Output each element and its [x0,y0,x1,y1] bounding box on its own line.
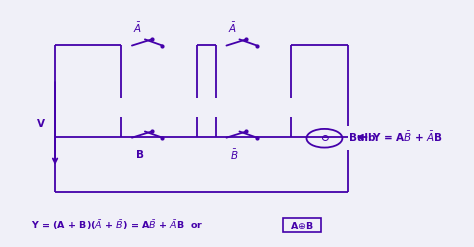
Text: $\boldsymbol{\ominus}$: $\boldsymbol{\ominus}$ [319,133,329,143]
Text: Bulb: Bulb [349,133,376,143]
Text: A$\oplus$B: A$\oplus$B [290,220,314,231]
Text: Y = (A + B)($\bar{A}$ + $\bar{B}$) = A$\bar{B}$ + $\bar{A}$B  or: Y = (A + B)($\bar{A}$ + $\bar{B}$) = A$\… [31,218,204,232]
Text: V: V [37,119,45,128]
Text: B: B [136,150,144,161]
Text: $\bar{A}$: $\bar{A}$ [228,21,237,35]
FancyBboxPatch shape [283,218,320,232]
Text: $\bar{B}$: $\bar{B}$ [230,148,239,163]
Text: $\bar{A}$: $\bar{A}$ [133,21,142,35]
Text: Y = A$\bar{B}$ + $\bar{A}$B: Y = A$\bar{B}$ + $\bar{A}$B [372,130,443,144]
